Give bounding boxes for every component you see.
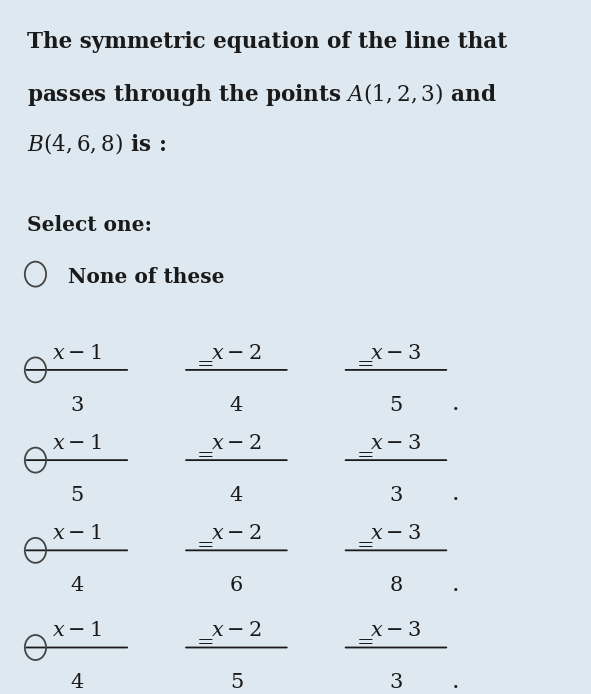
Text: .: .	[452, 670, 460, 693]
Text: $x-3$: $x-3$	[371, 434, 421, 452]
Text: $=$: $=$	[193, 631, 215, 650]
Text: $4$: $4$	[70, 673, 84, 692]
Text: $5$: $5$	[229, 673, 243, 692]
Text: $8$: $8$	[389, 576, 403, 595]
Text: $=$: $=$	[353, 443, 374, 463]
Text: $=$: $=$	[193, 353, 215, 373]
Text: $=$: $=$	[193, 534, 215, 553]
Text: $x-3$: $x-3$	[371, 621, 421, 640]
Text: The symmetric equation of the line that: The symmetric equation of the line that	[27, 31, 506, 53]
Text: Select one:: Select one:	[27, 215, 152, 235]
Text: $=$: $=$	[353, 353, 374, 373]
Text: $4$: $4$	[229, 396, 243, 414]
Text: $=$: $=$	[353, 631, 374, 650]
Text: $x-3$: $x-3$	[371, 524, 421, 543]
Text: $3$: $3$	[70, 396, 84, 414]
Text: $x-2$: $x-2$	[211, 344, 262, 362]
Text: $4$: $4$	[70, 576, 84, 595]
Text: .: .	[452, 392, 460, 415]
Text: None of these: None of these	[68, 267, 225, 287]
Text: $x-2$: $x-2$	[211, 434, 262, 452]
Text: $6$: $6$	[229, 576, 243, 595]
Text: $x-2$: $x-2$	[211, 621, 262, 640]
Text: $=$: $=$	[353, 534, 374, 553]
Text: $x-1$: $x-1$	[52, 434, 102, 452]
Text: $5$: $5$	[389, 396, 403, 414]
Text: $3$: $3$	[389, 486, 403, 505]
Text: $x-1$: $x-1$	[52, 621, 102, 640]
Text: $\mathit{B}(4, 6, 8)$ is :: $\mathit{B}(4, 6, 8)$ is :	[27, 131, 165, 156]
Text: $x-3$: $x-3$	[371, 344, 421, 362]
Text: .: .	[452, 482, 460, 505]
Text: $x-2$: $x-2$	[211, 524, 262, 543]
Text: .: .	[452, 573, 460, 595]
Text: $x-1$: $x-1$	[52, 524, 102, 543]
Text: $5$: $5$	[70, 486, 84, 505]
Text: $x-1$: $x-1$	[52, 344, 102, 362]
Text: $4$: $4$	[229, 486, 243, 505]
Text: $3$: $3$	[389, 673, 403, 692]
Text: $=$: $=$	[193, 443, 215, 463]
Text: passes through the points $\mathit{A}(1, 2, 3)$ and: passes through the points $\mathit{A}(1,…	[27, 81, 496, 108]
